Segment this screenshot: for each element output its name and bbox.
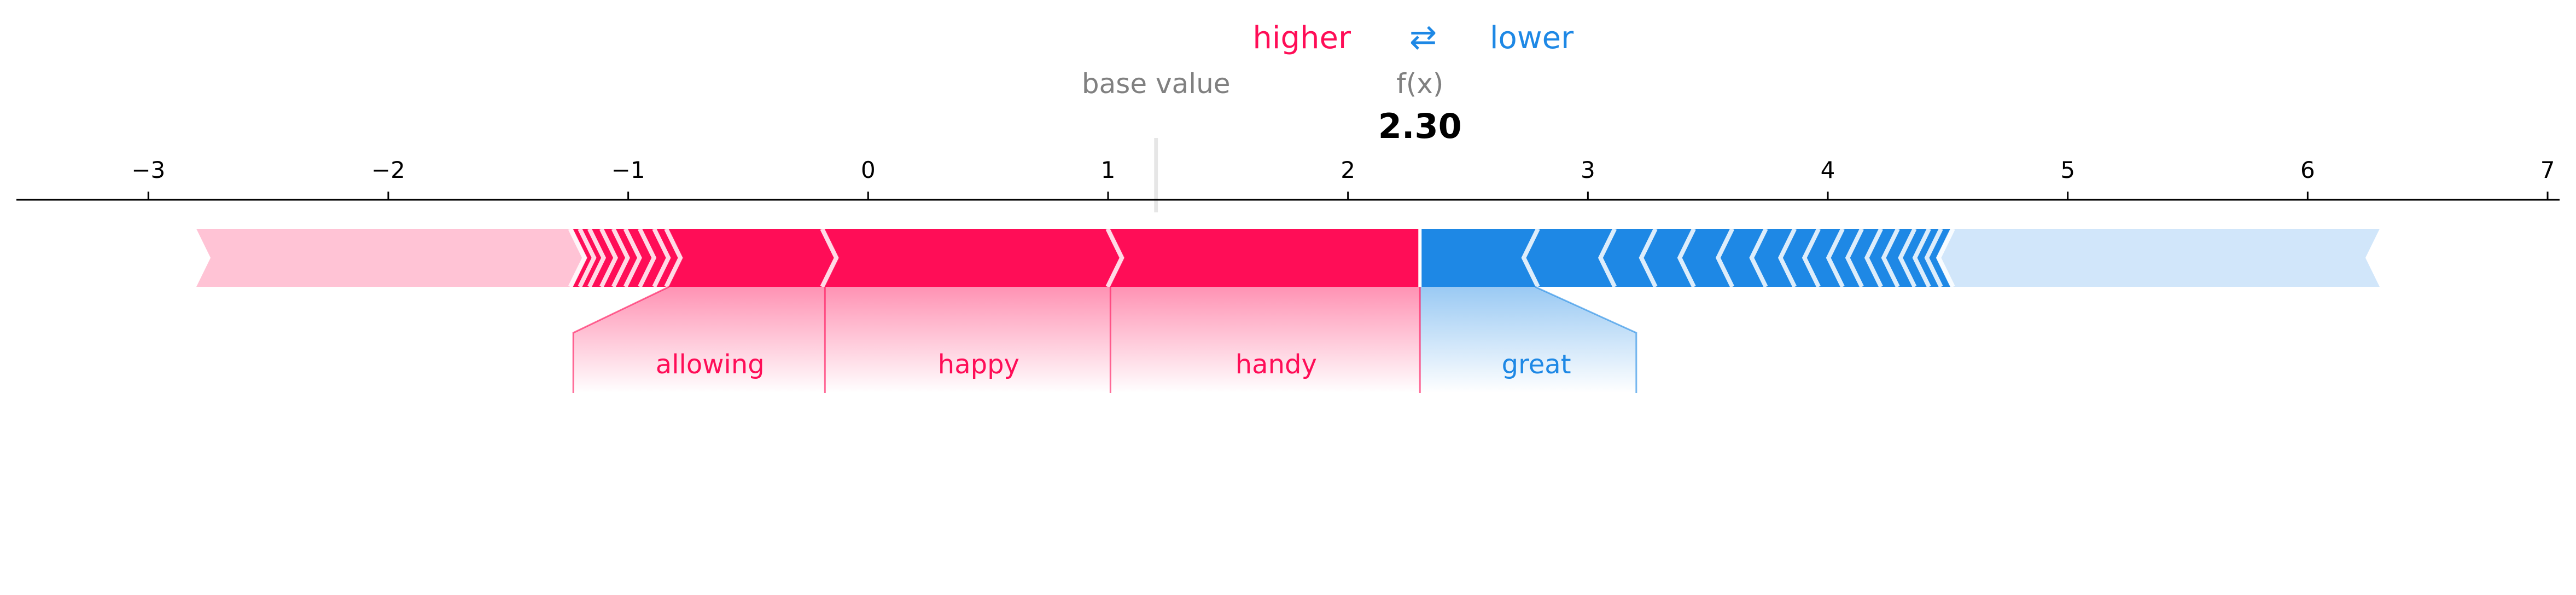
feature-label-edge <box>1535 286 1637 393</box>
negative-minor-separator <box>1924 228 1943 288</box>
feature-label-box <box>1420 287 1636 393</box>
negative-minor-separator <box>1777 228 1797 288</box>
feature-label-group-handy: handy <box>1109 287 1420 393</box>
x-tick-label: 7 <box>2540 157 2555 183</box>
positive-minor-separator <box>587 228 607 288</box>
positive-minor-separator <box>611 228 630 288</box>
positive-minor-separator <box>623 228 642 288</box>
feature-label-great: great <box>1502 349 1571 380</box>
negative-minor-separator <box>1598 228 1617 288</box>
x-tick-label: 2 <box>1341 157 1355 183</box>
feature-label-group-great: great <box>1420 286 1637 393</box>
negative-minor-separator <box>1677 228 1696 288</box>
legend-lower-label: lower <box>1490 20 1574 56</box>
negative-minor-separator <box>1715 228 1734 288</box>
positive-minor-separator <box>568 228 587 288</box>
negative-minor-separator <box>1749 228 1768 288</box>
output-value: 2.30 <box>1378 106 1462 146</box>
feature-label-box <box>573 287 825 393</box>
x-tick-label: 1 <box>1101 157 1116 183</box>
feature-label-box <box>1110 287 1420 393</box>
x-tick-label: 3 <box>1581 157 1595 183</box>
negative-bar-fill <box>1420 229 1950 287</box>
positive-bar-happy <box>825 229 1125 287</box>
x-tick-label: 0 <box>861 157 876 183</box>
positive-feature-separator <box>1105 228 1124 288</box>
negative-minor-separator <box>1845 228 1864 288</box>
x-axis-ticks: −3 −2 −1 0 1 2 3 4 5 6 7 <box>131 157 2555 200</box>
negative-minor-separator <box>1936 228 1955 288</box>
x-tick-label: 4 <box>1821 157 1835 183</box>
positive-feature-separator <box>664 228 683 288</box>
feature-label-group-happy: happy <box>824 287 1111 393</box>
negative-feature-separator <box>1521 228 1540 288</box>
positive-minor-separator <box>599 228 619 288</box>
positive-feature-separator <box>820 228 839 288</box>
negative-minor-separator <box>1802 228 1821 288</box>
feature-label-happy: happy <box>938 349 1019 380</box>
x-tick-label: 5 <box>2060 157 2075 183</box>
negative-minor-separator <box>1826 228 1845 288</box>
negative-minor-separator <box>1639 228 1658 288</box>
feature-label-handy: handy <box>1235 349 1317 380</box>
negative-minor-separator <box>1881 228 1900 288</box>
feature-label-edge <box>572 286 669 393</box>
feature-label-allowing: allowing <box>656 349 765 380</box>
x-tick-label: −1 <box>611 157 645 183</box>
x-tick-label: −3 <box>131 157 165 183</box>
positive-minor-separator <box>638 228 657 288</box>
positive-bar-handy <box>1110 229 1420 287</box>
feature-label-box <box>825 287 1111 393</box>
negative-minor-separator <box>1864 228 1883 288</box>
legend-higher-label: higher <box>1252 20 1351 56</box>
negative-minor-separator <box>1912 228 1931 288</box>
x-tick-label: 6 <box>2300 157 2315 183</box>
negative-minor-separator <box>1898 228 1917 288</box>
force-bars <box>196 228 2380 288</box>
output-label: f(x) <box>1396 68 1443 100</box>
positive-minor-separator <box>652 228 671 288</box>
feature-labels: handy happy allowing great <box>572 286 1637 393</box>
feature-label-group-allowing: allowing <box>572 286 825 393</box>
positive-bar-allowing <box>669 229 840 287</box>
base-value-label: base value <box>1082 68 1231 100</box>
positive-minor-separator <box>578 228 597 288</box>
x-tick-label: −2 <box>371 157 405 183</box>
legend-swap-arrows-icon: ⇄ <box>1409 18 1437 56</box>
